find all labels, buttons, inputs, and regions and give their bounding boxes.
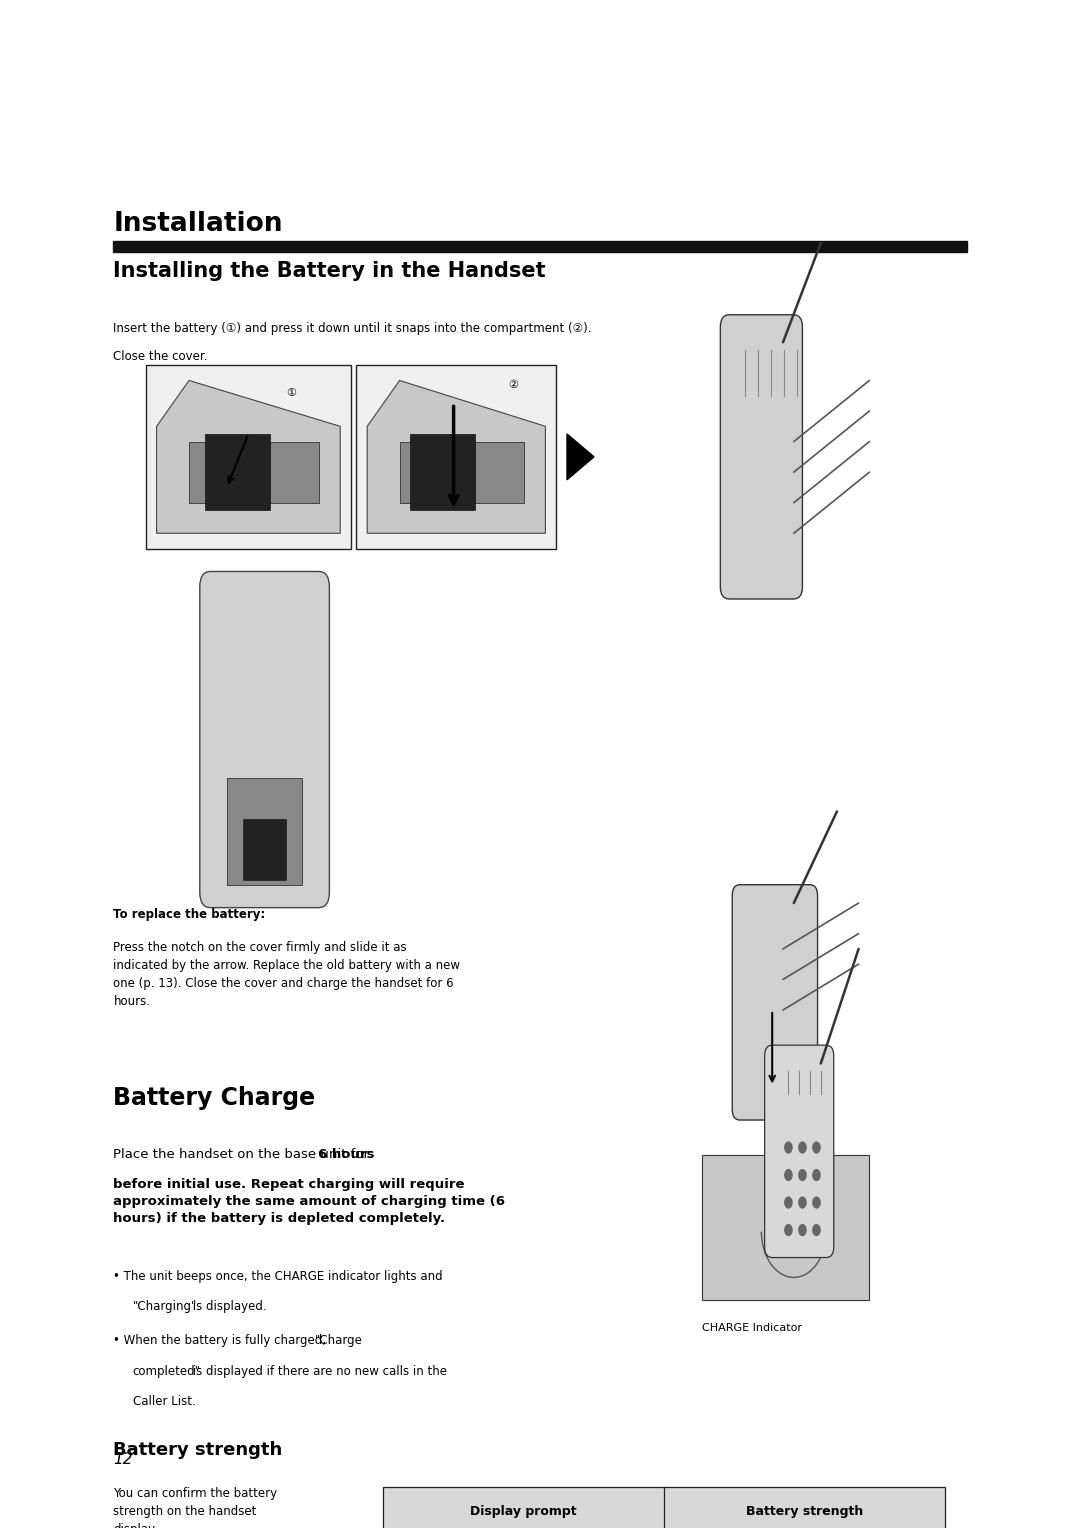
FancyBboxPatch shape xyxy=(200,571,329,908)
Text: You can confirm the battery
strength on the handset
display.
Battery strength is: You can confirm the battery strength on … xyxy=(113,1487,283,1528)
Circle shape xyxy=(784,1141,793,1154)
Bar xyxy=(189,442,319,503)
Text: • The unit beeps once, the CHARGE indicator lights and: • The unit beeps once, the CHARGE indica… xyxy=(113,1270,443,1284)
Circle shape xyxy=(784,1169,793,1181)
Polygon shape xyxy=(157,380,340,533)
Text: 6 hours: 6 hours xyxy=(318,1148,374,1161)
Text: To replace the battery:: To replace the battery: xyxy=(113,908,266,921)
Bar xyxy=(243,819,286,880)
FancyBboxPatch shape xyxy=(732,885,818,1120)
Text: ②: ② xyxy=(508,380,518,391)
Text: 12: 12 xyxy=(113,1452,133,1467)
Text: before initial use. Repeat charging will require
approximately the same amount o: before initial use. Repeat charging will… xyxy=(113,1178,505,1225)
Text: Place the handset on the base unit for: Place the handset on the base unit for xyxy=(113,1148,374,1161)
Text: is displayed.: is displayed. xyxy=(189,1300,267,1314)
Text: is displayed if there are no new calls in the: is displayed if there are no new calls i… xyxy=(189,1365,447,1378)
Text: CHARGE Indicator: CHARGE Indicator xyxy=(702,1323,802,1334)
Circle shape xyxy=(784,1224,793,1236)
Text: Caller List.: Caller List. xyxy=(133,1395,195,1409)
Bar xyxy=(400,442,524,503)
Bar xyxy=(410,434,475,510)
Text: Press the notch on the cover firmly and slide it as
indicated by the arrow. Repl: Press the notch on the cover firmly and … xyxy=(113,941,460,1008)
Circle shape xyxy=(798,1224,807,1236)
Polygon shape xyxy=(367,380,545,533)
Text: Battery strength: Battery strength xyxy=(746,1505,863,1517)
Bar xyxy=(383,1487,945,1528)
Text: completed": completed" xyxy=(133,1365,201,1378)
Text: • When the battery is fully charged,: • When the battery is fully charged, xyxy=(113,1334,330,1348)
Bar xyxy=(146,365,351,549)
Circle shape xyxy=(784,1196,793,1209)
Text: ①: ① xyxy=(286,388,297,399)
Text: Insert the battery (①) and press it down until it snaps into the compartment (②): Insert the battery (①) and press it down… xyxy=(113,322,592,336)
Circle shape xyxy=(812,1224,821,1236)
Text: Battery Charge: Battery Charge xyxy=(113,1086,315,1111)
FancyBboxPatch shape xyxy=(765,1045,834,1258)
Bar xyxy=(702,1155,869,1300)
Bar xyxy=(205,434,270,510)
Bar xyxy=(227,778,302,885)
Circle shape xyxy=(798,1141,807,1154)
Circle shape xyxy=(812,1169,821,1181)
Circle shape xyxy=(812,1141,821,1154)
Bar xyxy=(113,241,967,252)
Text: "Charging": "Charging" xyxy=(133,1300,198,1314)
Polygon shape xyxy=(567,434,594,480)
Circle shape xyxy=(798,1169,807,1181)
Text: Close the cover.: Close the cover. xyxy=(113,350,207,364)
Text: Installation: Installation xyxy=(113,211,283,237)
Text: Display prompt: Display prompt xyxy=(471,1505,577,1517)
Text: "Charge: "Charge xyxy=(314,1334,363,1348)
Bar xyxy=(356,365,556,549)
Circle shape xyxy=(812,1196,821,1209)
Text: Battery strength: Battery strength xyxy=(113,1441,283,1459)
FancyBboxPatch shape xyxy=(720,315,802,599)
Text: Installing the Battery in the Handset: Installing the Battery in the Handset xyxy=(113,261,546,281)
Circle shape xyxy=(798,1196,807,1209)
